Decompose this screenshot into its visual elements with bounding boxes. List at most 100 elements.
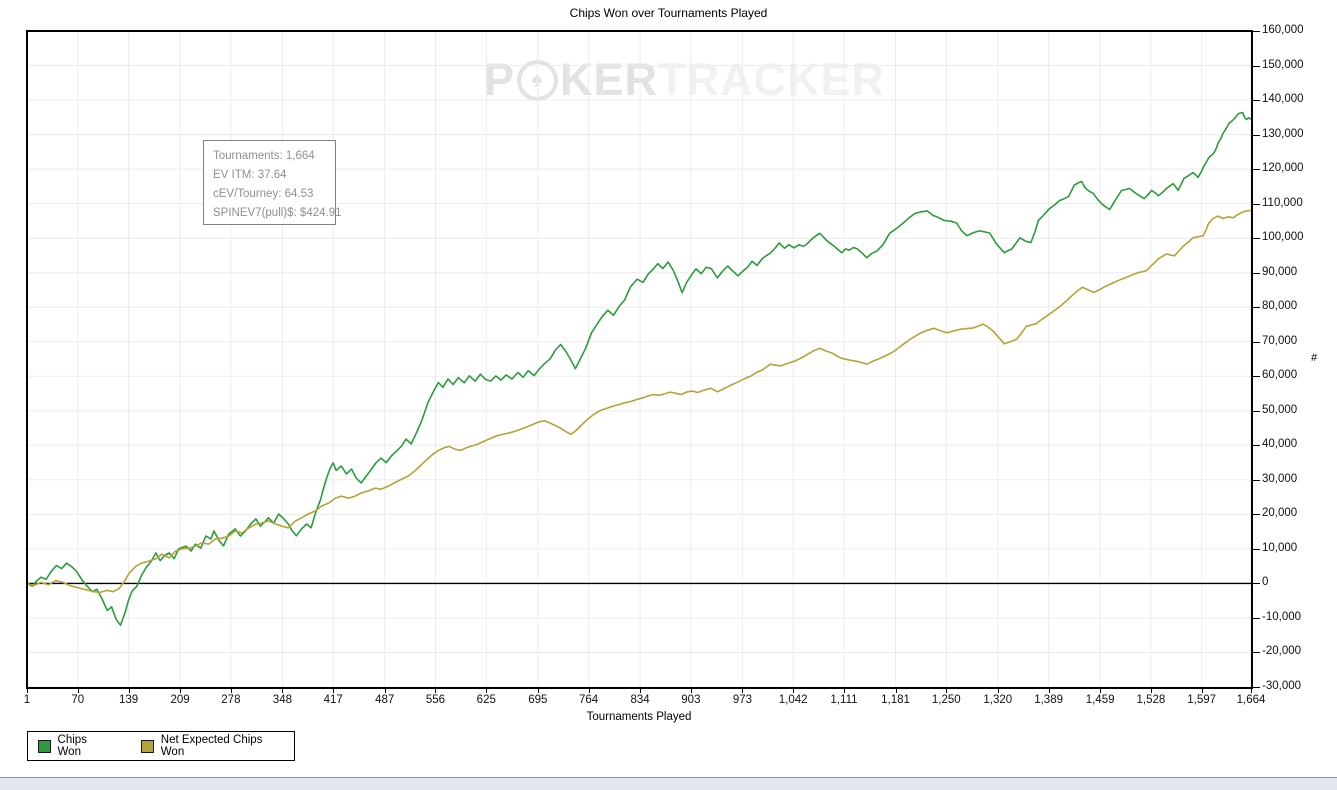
y-axis-tick bbox=[1253, 548, 1260, 550]
watermark-word-tracker: TRACKER bbox=[658, 54, 886, 105]
chart-title: Chips Won over Tournaments Played bbox=[569, 6, 768, 20]
x-tick-label: 209 bbox=[170, 694, 190, 706]
y-tick-label: 70,000 bbox=[1262, 334, 1298, 347]
y-tick-label: 20,000 bbox=[1262, 507, 1298, 520]
x-axis-tick bbox=[946, 689, 948, 693]
y-tick-label: 160,000 bbox=[1262, 24, 1304, 36]
x-axis-tick bbox=[333, 689, 335, 693]
y-axis-tick bbox=[1253, 238, 1260, 240]
tooltip-spinev: SPINEV7(pull)$: $424.91 bbox=[213, 207, 342, 219]
y-tick-label: -30,000 bbox=[1262, 680, 1302, 692]
y-tick-label: 80,000 bbox=[1262, 300, 1298, 313]
y-tick-label: 50,000 bbox=[1262, 403, 1298, 416]
plot-area[interactable] bbox=[27, 31, 1251, 687]
x-axis-tick bbox=[537, 689, 539, 693]
x-axis-tick bbox=[588, 689, 590, 693]
y-tick-label: -20,000 bbox=[1262, 645, 1302, 658]
x-axis-tick bbox=[1100, 689, 1102, 693]
tooltip-ev-itm: EV ITM: 37.64 bbox=[213, 169, 287, 181]
x-tick-label: 1,111 bbox=[830, 694, 858, 706]
x-tick-label: 417 bbox=[323, 694, 343, 706]
x-axis-tick bbox=[742, 689, 744, 693]
x-axis-tick bbox=[997, 689, 999, 693]
y-tick-label: 30,000 bbox=[1262, 472, 1298, 485]
chips-won-swatch bbox=[38, 739, 51, 753]
y-axis-tick bbox=[1253, 100, 1260, 102]
x-tick-label: 1,389 bbox=[1034, 694, 1063, 706]
legend-item-net-expected-chips-won: Net Expected Chips Won bbox=[141, 734, 284, 758]
y-axis-tick bbox=[1253, 652, 1260, 654]
x-tick-label: 139 bbox=[118, 694, 139, 706]
tooltip-tournaments: Tournaments: 1,664 bbox=[213, 150, 315, 162]
x-axis-tick bbox=[1150, 689, 1152, 693]
x-axis-tick bbox=[384, 689, 386, 693]
x-axis-tick bbox=[128, 689, 130, 693]
x-axis-tick bbox=[640, 689, 642, 693]
x-tick-label: 625 bbox=[476, 694, 496, 706]
y-axis-tick bbox=[1253, 31, 1260, 32]
y-axis-tick bbox=[1253, 583, 1260, 585]
y-axis-tick bbox=[1253, 445, 1260, 447]
x-axis-tick bbox=[180, 689, 182, 693]
x-tick-label: 1 bbox=[23, 694, 31, 706]
y-tick-label: 40,000 bbox=[1262, 438, 1298, 451]
y-tick-label: 150,000 bbox=[1262, 58, 1304, 71]
x-axis-tick bbox=[1201, 689, 1203, 693]
x-tick-label: 695 bbox=[528, 694, 548, 706]
legend-item-chips-won: Chips Won bbox=[38, 734, 111, 758]
x-axis-tick bbox=[1251, 689, 1252, 693]
y-tick-label: 140,000 bbox=[1262, 93, 1304, 106]
x-axis-tick bbox=[690, 689, 692, 693]
y-axis-tick bbox=[1253, 514, 1260, 516]
hover-tooltip: Tournaments: 1,664 EV ITM: 37.64 cEV/Tou… bbox=[203, 140, 342, 225]
net-expected-chips-won-swatch bbox=[141, 739, 154, 753]
x-tick-label: 556 bbox=[425, 694, 446, 706]
watermark-letter-p: P bbox=[484, 54, 516, 105]
x-axis-tick bbox=[27, 689, 28, 693]
y-axis-tick bbox=[1253, 617, 1260, 619]
y-axis-tick bbox=[1253, 376, 1260, 378]
x-tick-label: 973 bbox=[732, 694, 752, 706]
x-tick-label: 1,459 bbox=[1085, 694, 1115, 706]
y-axis-tick bbox=[1253, 134, 1260, 136]
x-tick-label: 1,664 bbox=[1236, 694, 1266, 706]
x-axis-tick bbox=[282, 689, 284, 693]
x-axis-tick bbox=[77, 689, 79, 693]
legend: Chips Won Net Expected Chips Won bbox=[27, 731, 295, 761]
x-tick-label: 348 bbox=[272, 694, 292, 706]
x-tick-label: 834 bbox=[630, 694, 650, 706]
net-expected-chips-won-line bbox=[27, 209, 1251, 594]
y-axis-title: # bbox=[1311, 352, 1318, 364]
y-axis-tick bbox=[1253, 341, 1260, 343]
x-tick-label: 1,597 bbox=[1187, 694, 1217, 706]
x-tick-label: 1,042 bbox=[778, 694, 808, 706]
chips-won-line bbox=[27, 111, 1251, 627]
x-tick-label: 278 bbox=[221, 694, 241, 706]
y-tick-label: 60,000 bbox=[1262, 369, 1298, 382]
legend-label-net-expected-chips-won: Net Expected Chips Won bbox=[160, 734, 263, 758]
window-bottom-strip bbox=[0, 777, 1337, 790]
y-tick-label: 10,000 bbox=[1262, 541, 1298, 554]
x-axis-tick bbox=[486, 689, 488, 693]
x-axis-title: Tournaments Played bbox=[586, 711, 692, 723]
x-tick-label: 903 bbox=[681, 694, 701, 706]
x-tick-label: 764 bbox=[578, 694, 599, 706]
y-tick-label: 0 bbox=[1262, 576, 1269, 589]
x-tick-label: 1,320 bbox=[983, 694, 1013, 706]
x-tick-label: 1,181 bbox=[881, 694, 910, 706]
y-tick-label: 90,000 bbox=[1262, 265, 1298, 278]
y-tick-label: 130,000 bbox=[1262, 127, 1304, 140]
watermark-letters-ker: KER bbox=[560, 54, 659, 105]
y-axis-tick bbox=[1253, 65, 1260, 67]
y-axis-tick bbox=[1253, 687, 1260, 688]
y-tick-label: 100,000 bbox=[1262, 231, 1304, 244]
x-axis-tick bbox=[230, 689, 232, 693]
x-axis-tick bbox=[435, 689, 437, 693]
x-tick-label: 1,250 bbox=[931, 694, 961, 706]
y-axis-tick bbox=[1253, 272, 1260, 274]
x-axis-tick bbox=[843, 689, 845, 693]
y-tick-label: 110,000 bbox=[1262, 196, 1303, 209]
y-axis-tick bbox=[1253, 410, 1260, 412]
x-tick-label: 487 bbox=[375, 694, 395, 706]
x-axis-tick bbox=[895, 689, 897, 693]
